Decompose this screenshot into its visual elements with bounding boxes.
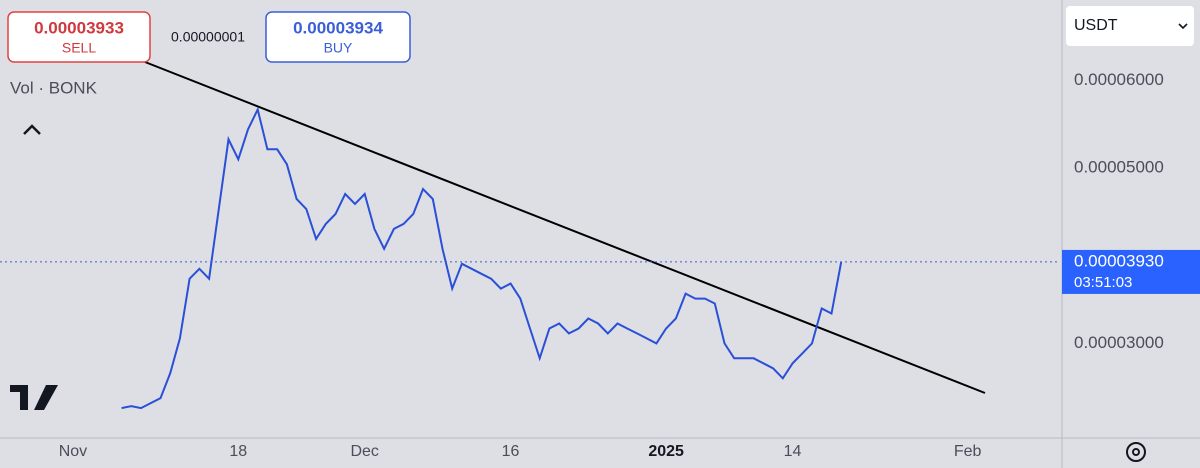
x-tick-label: 14 <box>784 443 802 460</box>
collapse-icon[interactable] <box>23 124 41 135</box>
last-price-box <box>1062 249 1200 294</box>
price-line <box>121 106 843 410</box>
currency[interactable]: USDT <box>1074 17 1118 34</box>
currency-select[interactable]: USDT <box>1066 6 1194 46</box>
buy-label[interactable]: BUY <box>324 40 353 56</box>
y-tick-label: 0.00003000 <box>1074 333 1164 352</box>
countdown: 03:51:03 <box>1074 274 1132 291</box>
x-tick-label: Dec <box>350 443 378 460</box>
y-tick-label: 0.00005000 <box>1074 158 1164 177</box>
sell-button[interactable]: 0.00003933 SELL <box>7 11 151 63</box>
logo-mark <box>10 385 58 410</box>
tv-logo <box>10 385 58 410</box>
trend-line <box>144 61 986 394</box>
gear-icon[interactable] <box>1126 442 1146 462</box>
x-tick-label: 18 <box>229 443 247 460</box>
buy-price[interactable]: 0.00003934 <box>293 18 383 37</box>
buy-button[interactable]: 0.00003934 BUY <box>265 11 411 63</box>
dropdown-arrow[interactable] <box>1178 23 1188 30</box>
sell-box[interactable] <box>7 11 151 63</box>
settings[interactable] <box>1126 442 1146 462</box>
buy-box[interactable] <box>265 11 411 63</box>
x-tick-label: 16 <box>502 443 520 460</box>
currency-box[interactable] <box>1066 6 1194 46</box>
y-tick-label: 0.00006000 <box>1074 70 1164 89</box>
x-tick-label: Feb <box>954 443 982 460</box>
x-tick-label: Nov <box>59 443 87 460</box>
gear-hole[interactable] <box>1132 448 1140 456</box>
x-tick-label: 2025 <box>648 443 684 460</box>
sell-label[interactable]: SELL <box>62 40 96 56</box>
volume-legend: Vol · BONK <box>10 78 98 97</box>
spread: 0.00000001 <box>171 29 245 45</box>
sell-price[interactable]: 0.00003933 <box>34 18 124 37</box>
last-price-label: 0.00003930 <box>1074 251 1164 270</box>
